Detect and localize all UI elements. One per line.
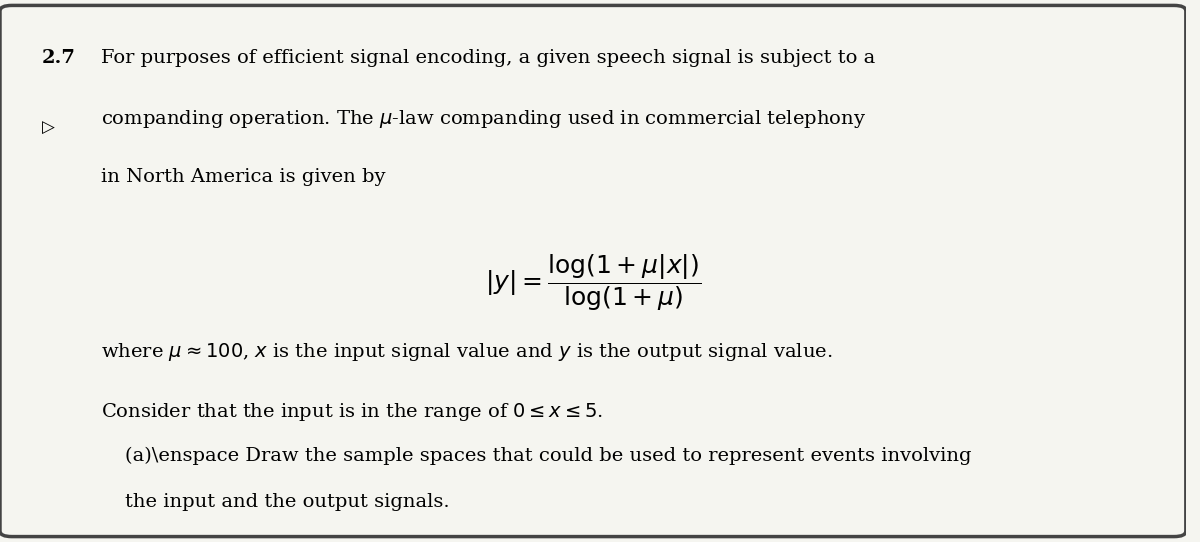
Text: companding operation. The $\mu$-law companding used in commercial telephony: companding operation. The $\mu$-law comp… bbox=[101, 108, 866, 131]
Text: the input and the output signals.: the input and the output signals. bbox=[125, 493, 449, 511]
Text: For purposes of efficient signal encoding, a given speech signal is subject to a: For purposes of efficient signal encodin… bbox=[101, 49, 875, 67]
Text: (a)\enspace Draw the sample spaces that could be used to represent events involv: (a)\enspace Draw the sample spaces that … bbox=[125, 447, 971, 466]
Text: where $\mu \approx 100$, $x$ is the input signal value and $y$ is the output sig: where $\mu \approx 100$, $x$ is the inpu… bbox=[101, 341, 833, 364]
Text: $|y| = \dfrac{\log(1 + \mu|x|)}{\log(1 + \mu)}$: $|y| = \dfrac{\log(1 + \mu|x|)}{\log(1 +… bbox=[485, 252, 701, 313]
Text: 2.7: 2.7 bbox=[42, 49, 76, 67]
Text: Consider that the input is in the range of $0 \leq x \leq 5$.: Consider that the input is in the range … bbox=[101, 401, 602, 423]
Text: in North America is given by: in North America is given by bbox=[101, 168, 385, 186]
FancyBboxPatch shape bbox=[0, 5, 1186, 537]
Text: ▷: ▷ bbox=[42, 119, 54, 137]
